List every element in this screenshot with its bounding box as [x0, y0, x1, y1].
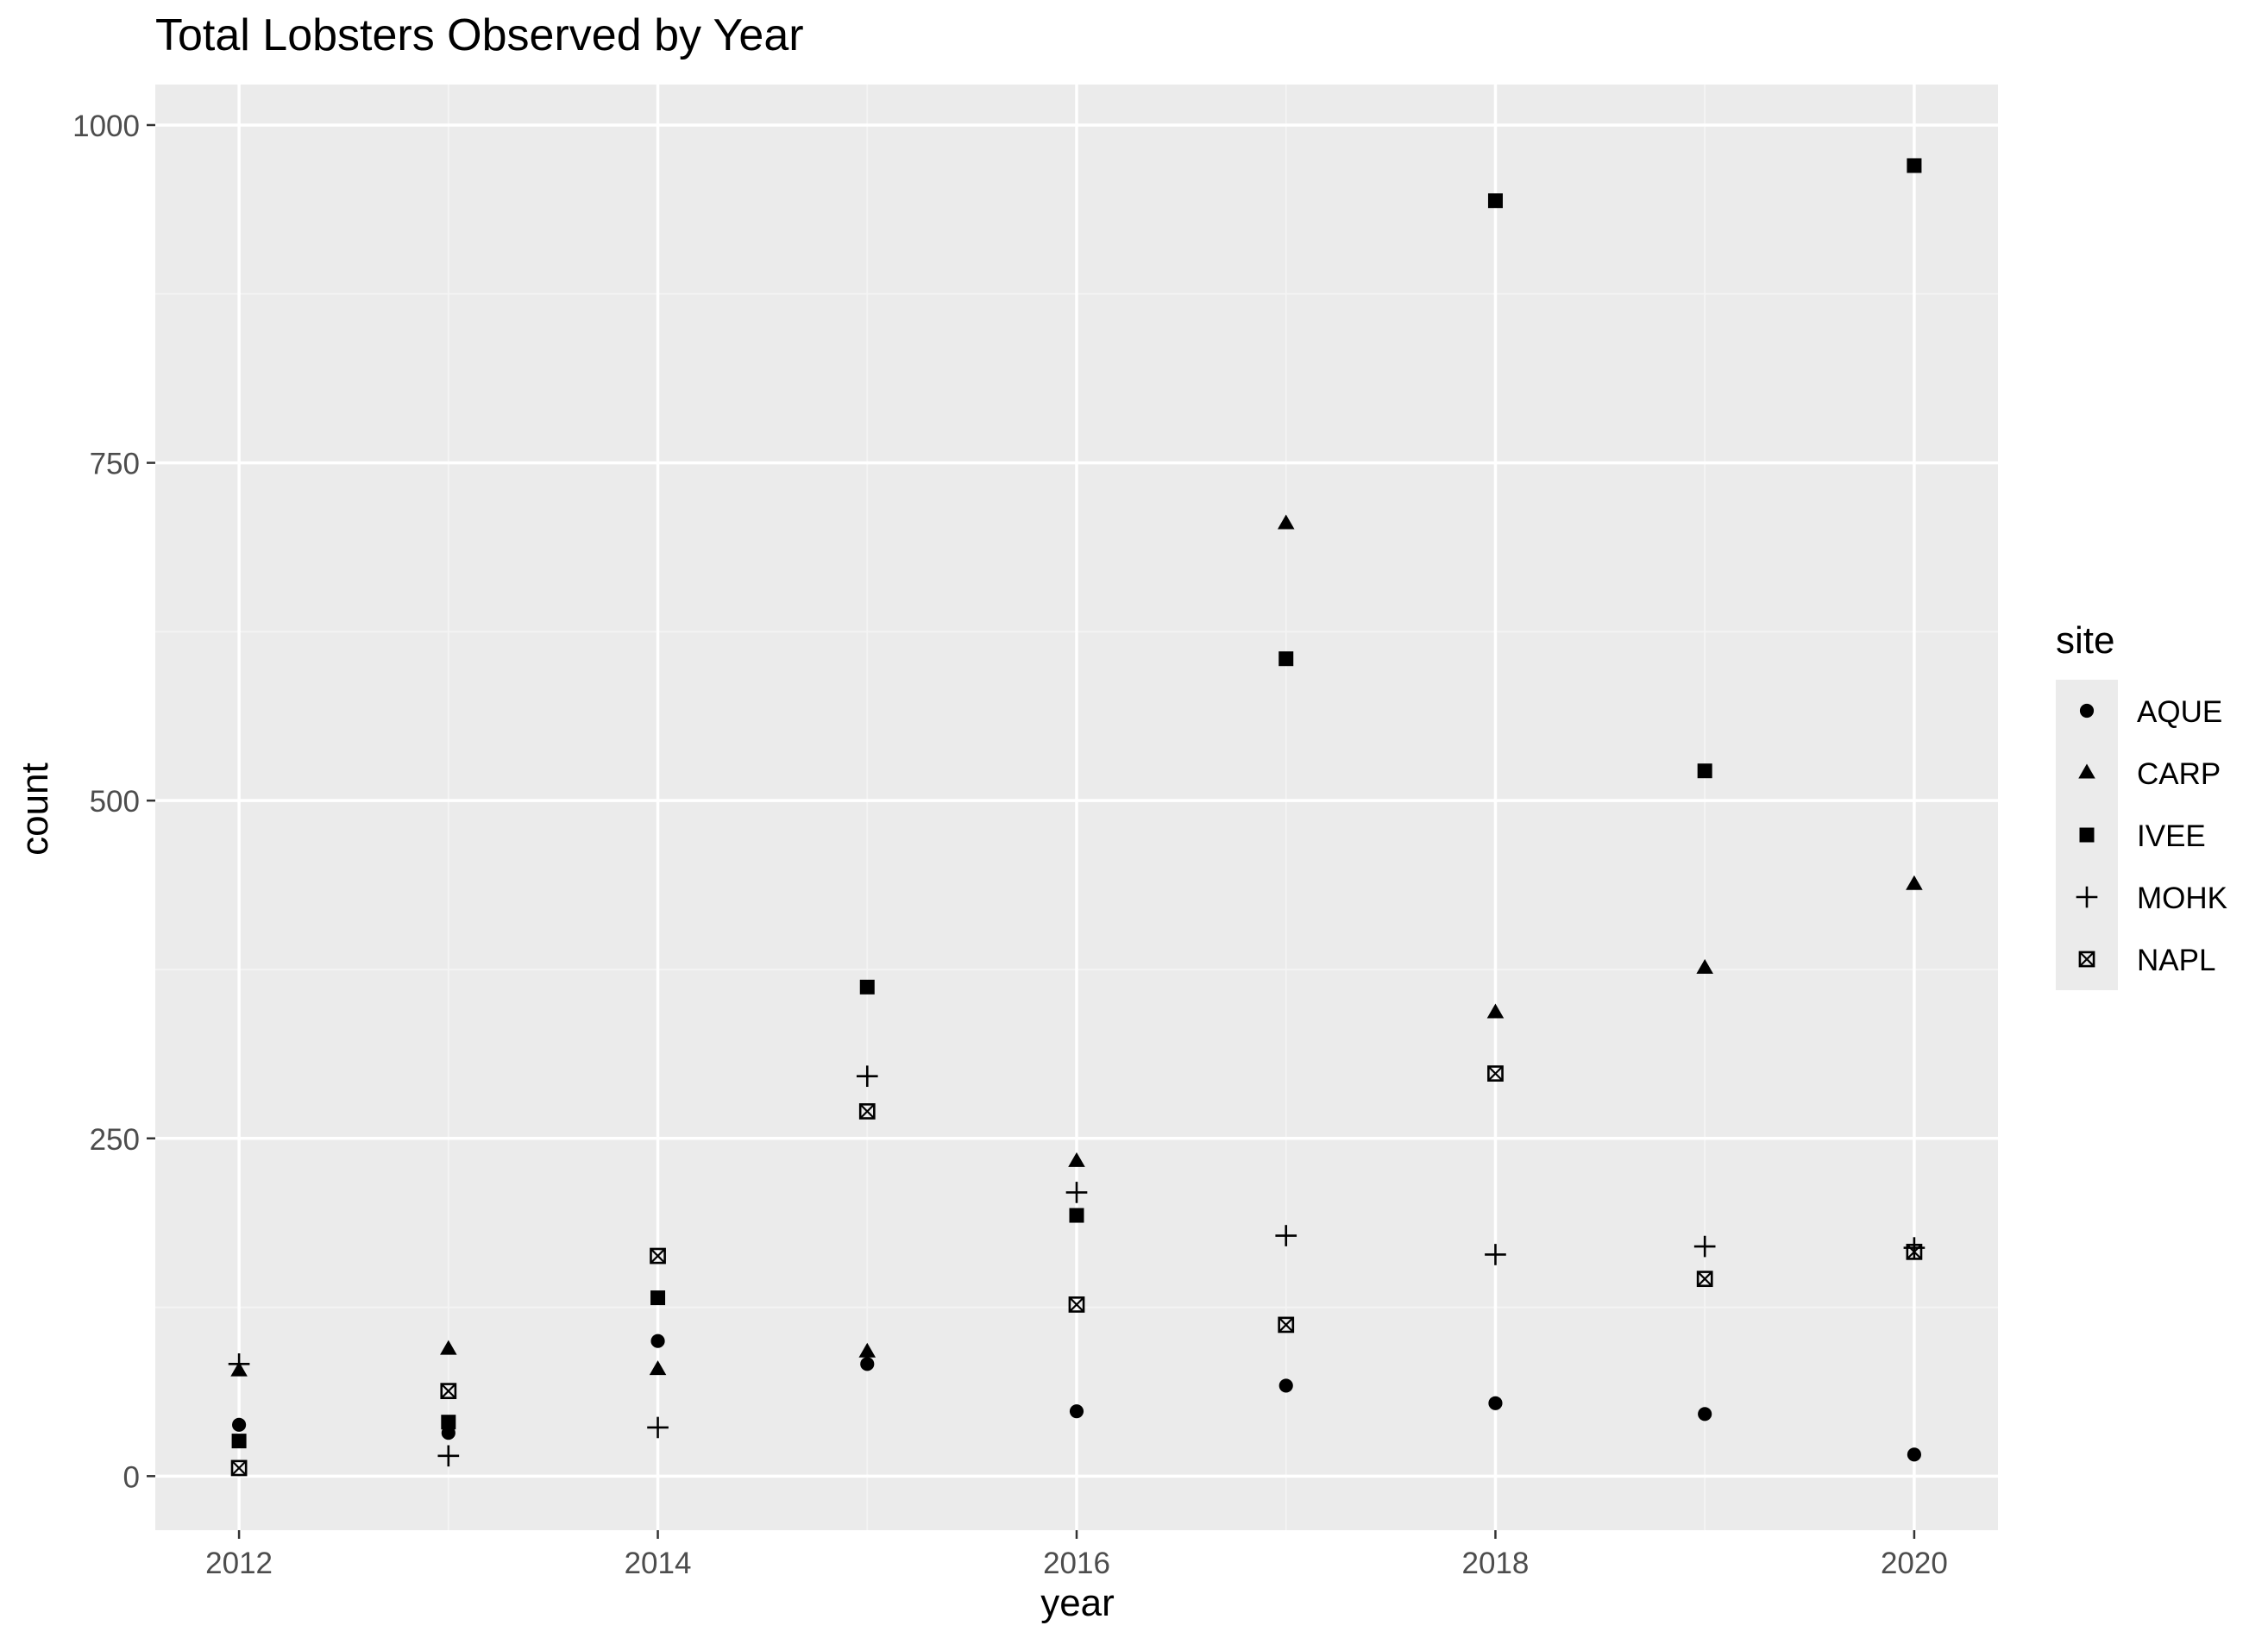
point-napl [1487, 1065, 1504, 1082]
x-tick-label: 2014 [625, 1547, 692, 1580]
data-points [228, 158, 1926, 1477]
box-diag-b [231, 1460, 247, 1476]
x-axis-title: year [1040, 1582, 1115, 1624]
legend-label-mohk: MOHK [2137, 882, 2227, 915]
y-axis-title: count [14, 763, 56, 856]
box-outline [440, 1383, 457, 1400]
x-tick-label: 2020 [1881, 1547, 1948, 1580]
y-tick-label: 0 [123, 1460, 140, 1494]
point-ivee [1907, 158, 1922, 173]
point-napl [650, 1247, 666, 1265]
point-ivee [231, 1434, 247, 1449]
point-aque [1698, 1407, 1712, 1421]
box-outline [858, 1103, 876, 1120]
axis-ticks: 0 250 500 750 1000 2012 2014 2016 2018 2020 [72, 110, 1948, 1580]
box-outline [1068, 1296, 1085, 1313]
point-aque [860, 1357, 875, 1371]
point-carp [1906, 875, 1923, 890]
x-tick-label: 2016 [1043, 1547, 1110, 1580]
box-outline [1487, 1065, 1504, 1082]
chart-title: Total Lobsters Observed by Year [155, 10, 804, 60]
box-outline [230, 1459, 248, 1477]
y-tick-label: 250 [90, 1123, 140, 1157]
legend-marker-aque [2079, 703, 2095, 719]
point-carp [440, 1340, 457, 1355]
y-tick-label: 500 [90, 785, 140, 819]
point-napl [1278, 1316, 1295, 1334]
legend-marker-mohk [2076, 886, 2098, 908]
legend-title: site [2056, 619, 2114, 662]
grid-lines [155, 85, 1998, 1530]
point-mohk [1275, 1225, 1297, 1246]
point-napl [1068, 1296, 1085, 1313]
point-napl [1696, 1271, 1713, 1288]
box-diag-b [2079, 951, 2095, 967]
point-ivee [1278, 651, 1294, 667]
legend-label-napl: NAPL [2137, 944, 2215, 977]
box-outline [650, 1247, 666, 1265]
point-aque [650, 1334, 665, 1348]
legend-marker-napl [2078, 951, 2095, 968]
box-diag-b [1907, 1244, 1922, 1260]
box-diag-b [859, 1103, 876, 1120]
y-tick-label: 750 [90, 448, 140, 481]
point-mohk [1485, 1244, 1506, 1265]
point-ivee [441, 1415, 456, 1430]
point-aque [1488, 1396, 1503, 1410]
point-mohk [1065, 1182, 1088, 1203]
point-ivee [650, 1290, 666, 1306]
point-ivee [1487, 193, 1503, 209]
point-carp [1277, 514, 1295, 530]
point-mohk [437, 1445, 460, 1467]
box-diag-b [1278, 1317, 1294, 1333]
box-outline [1906, 1243, 1923, 1260]
point-aque [232, 1417, 247, 1432]
legend-label-carp: CARP [2137, 757, 2221, 791]
x-tick-label: 2012 [205, 1547, 273, 1580]
point-napl [858, 1103, 876, 1120]
point-mohk [647, 1416, 669, 1439]
legend-marker-carp [2078, 763, 2095, 779]
point-carp [1696, 958, 1713, 974]
point-napl [440, 1383, 457, 1400]
point-ivee [1697, 763, 1712, 779]
legend-marker-ivee [2079, 827, 2095, 843]
point-aque [1907, 1447, 1921, 1462]
box-diag-b [1487, 1065, 1504, 1082]
point-carp [1486, 1003, 1505, 1019]
point-carp [649, 1360, 667, 1376]
point-aque [1069, 1404, 1084, 1419]
box-diag-b [650, 1248, 666, 1264]
x-tick-label: 2018 [1462, 1547, 1530, 1580]
box-outline [2078, 951, 2095, 968]
point-napl [230, 1459, 248, 1477]
point-carp [1068, 1152, 1085, 1167]
y-tick-label: 1000 [72, 110, 140, 143]
legend-label-ivee: IVEE [2137, 819, 2206, 853]
point-mohk [856, 1065, 878, 1088]
box-diag-b [440, 1383, 456, 1399]
legend-label-aque: AQUE [2137, 695, 2222, 729]
point-carp [858, 1342, 876, 1358]
point-mohk [228, 1353, 250, 1375]
point-ivee [859, 979, 875, 995]
point-mohk [1693, 1235, 1716, 1258]
point-napl [1906, 1243, 1923, 1260]
point-aque [1278, 1378, 1293, 1393]
point-ivee [1069, 1208, 1084, 1223]
box-outline [1696, 1271, 1713, 1288]
legend: site AQUE CARP IVEE MOHK NAPL [2056, 619, 2227, 990]
box-outline [1278, 1316, 1295, 1334]
box-diag-b [1697, 1271, 1713, 1287]
box-diag-b [1069, 1296, 1084, 1313]
